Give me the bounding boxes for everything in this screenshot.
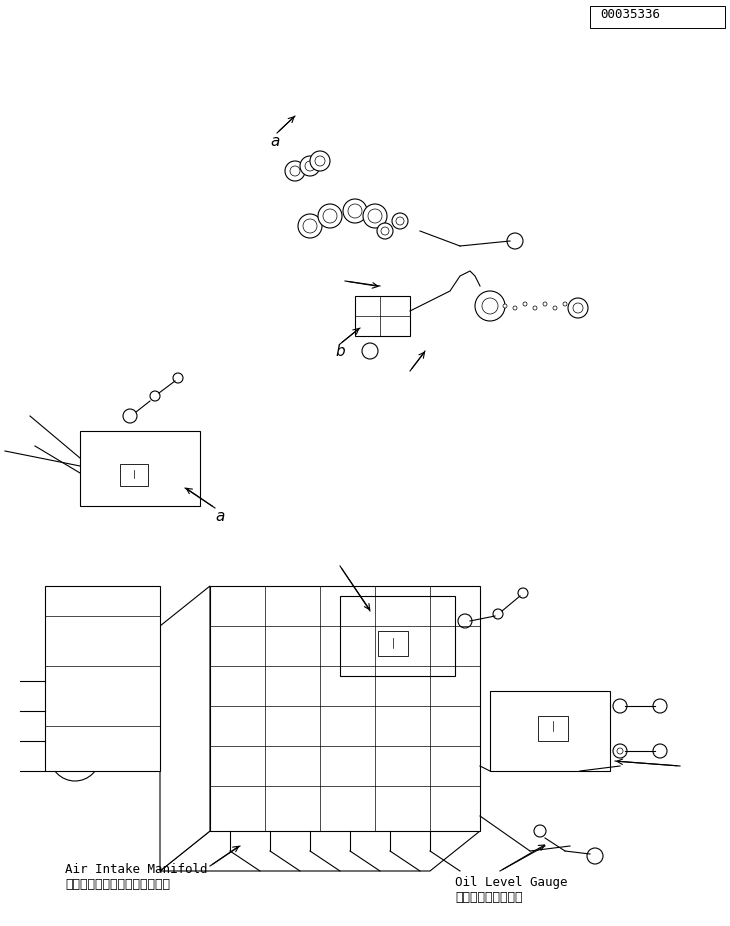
Circle shape	[392, 213, 408, 229]
Circle shape	[285, 161, 305, 181]
Text: Air Intake Manifold: Air Intake Manifold	[65, 863, 207, 876]
Bar	[80, 431, 200, 506]
Circle shape	[503, 304, 507, 308]
Circle shape	[300, 156, 320, 176]
Text: オイルレベルゲージ: オイルレベルゲージ	[455, 891, 523, 904]
Circle shape	[534, 825, 546, 837]
Circle shape	[123, 409, 137, 423]
Circle shape	[318, 204, 342, 228]
Circle shape	[298, 214, 322, 238]
Circle shape	[310, 151, 330, 171]
Text: 00035336: 00035336	[600, 8, 660, 21]
Bar	[120, 464, 148, 486]
Circle shape	[507, 233, 523, 249]
Polygon shape	[45, 586, 160, 771]
Text: エアーインテークマニホールド: エアーインテークマニホールド	[65, 878, 170, 891]
Circle shape	[513, 306, 517, 310]
Circle shape	[587, 848, 603, 864]
Circle shape	[377, 223, 393, 239]
Circle shape	[563, 302, 567, 306]
Polygon shape	[210, 586, 480, 831]
Circle shape	[568, 298, 588, 318]
Circle shape	[523, 302, 527, 306]
Circle shape	[50, 661, 140, 751]
Bar	[538, 716, 568, 741]
Circle shape	[570, 306, 574, 310]
Circle shape	[653, 744, 667, 758]
Circle shape	[613, 699, 627, 713]
Circle shape	[543, 302, 547, 306]
Circle shape	[493, 609, 503, 619]
Circle shape	[50, 731, 100, 781]
Circle shape	[173, 373, 183, 383]
Circle shape	[343, 199, 367, 223]
Text: b: b	[335, 344, 345, 359]
Circle shape	[150, 391, 160, 401]
Circle shape	[613, 744, 627, 758]
Circle shape	[362, 343, 378, 359]
Circle shape	[475, 291, 505, 321]
Bar	[378, 631, 408, 656]
Circle shape	[533, 306, 537, 310]
Text: Oil Level Gauge: Oil Level Gauge	[455, 876, 567, 889]
Text: a: a	[215, 509, 224, 524]
Circle shape	[518, 588, 528, 598]
Polygon shape	[160, 586, 210, 871]
Circle shape	[553, 306, 557, 310]
Circle shape	[653, 699, 667, 713]
Circle shape	[363, 204, 387, 228]
Bar	[590, 6, 725, 28]
Bar	[340, 596, 455, 676]
Text: a: a	[270, 134, 280, 149]
Bar	[490, 691, 610, 771]
Circle shape	[458, 614, 472, 628]
Bar	[355, 296, 410, 336]
Polygon shape	[160, 831, 480, 871]
